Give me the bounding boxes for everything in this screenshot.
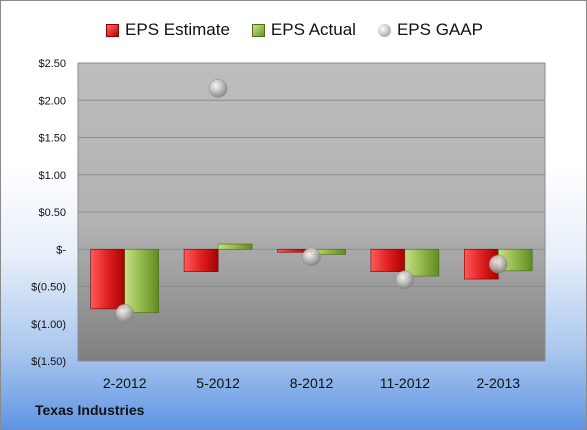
bar-eps-actual bbox=[404, 248, 440, 277]
legend-label-eps-gaap: EPS GAAP bbox=[396, 20, 483, 39]
x-axis-ticks: 2-2012 5-2012 8-2012 11-2012 2-2013 bbox=[103, 375, 520, 391]
y-tick-label: $2.00 bbox=[38, 95, 66, 107]
legend-swatch-eps-estimate bbox=[106, 23, 120, 37]
y-tick-label: $2.50 bbox=[38, 58, 66, 70]
point-eps-gaap bbox=[395, 270, 415, 290]
point-eps-gaap bbox=[115, 304, 134, 323]
y-tick-label: $1.00 bbox=[38, 170, 66, 182]
legend-item-eps-gaap: EPS GAAP bbox=[377, 20, 483, 40]
point-eps-gaap bbox=[489, 254, 508, 274]
bar-eps-estimate bbox=[90, 248, 125, 310]
bar-eps-estimate bbox=[370, 248, 406, 272]
bar-eps-estimate bbox=[183, 248, 219, 272]
y-tick-label: $0.50 bbox=[38, 207, 66, 219]
point-eps-gaap bbox=[302, 247, 321, 266]
company-name: Texas Industries bbox=[35, 402, 145, 418]
legend-label-eps-estimate: EPS Estimate bbox=[125, 20, 230, 39]
x-tick-label: 2-2013 bbox=[477, 375, 521, 391]
bar-eps-actual bbox=[124, 248, 159, 313]
x-tick-label: 5-2012 bbox=[196, 375, 240, 391]
chart-legend: EPS Estimate EPS Actual EPS GAAP bbox=[1, 17, 586, 43]
y-tick-label: $1.50 bbox=[38, 133, 66, 145]
legend-item-eps-estimate: EPS Estimate bbox=[106, 20, 230, 40]
y-axis-ticks: $2.50 $2.00 $1.50 $1.00 $0.50 $- $(0.50) $(1.00… bbox=[31, 58, 66, 368]
x-tick-label: 2-2012 bbox=[103, 375, 147, 391]
legend-label-eps-actual: EPS Actual bbox=[270, 20, 356, 39]
x-tick-label: 11-2012 bbox=[380, 375, 431, 391]
y-tick-label: $(1.50) bbox=[31, 356, 66, 368]
legend-item-eps-actual: EPS Actual bbox=[251, 20, 356, 40]
legend-swatch-eps-actual bbox=[251, 23, 265, 37]
y-tick-label: $- bbox=[56, 244, 66, 256]
x-tick-label: 8-2012 bbox=[290, 375, 334, 391]
point-eps-gaap bbox=[208, 79, 228, 98]
bar-eps-actual bbox=[217, 243, 253, 250]
legend-swatch-eps-gaap bbox=[377, 23, 391, 37]
y-tick-label: $(1.00) bbox=[31, 319, 66, 331]
y-tick-label: $(0.50) bbox=[31, 282, 66, 294]
gaap-points bbox=[115, 79, 508, 323]
